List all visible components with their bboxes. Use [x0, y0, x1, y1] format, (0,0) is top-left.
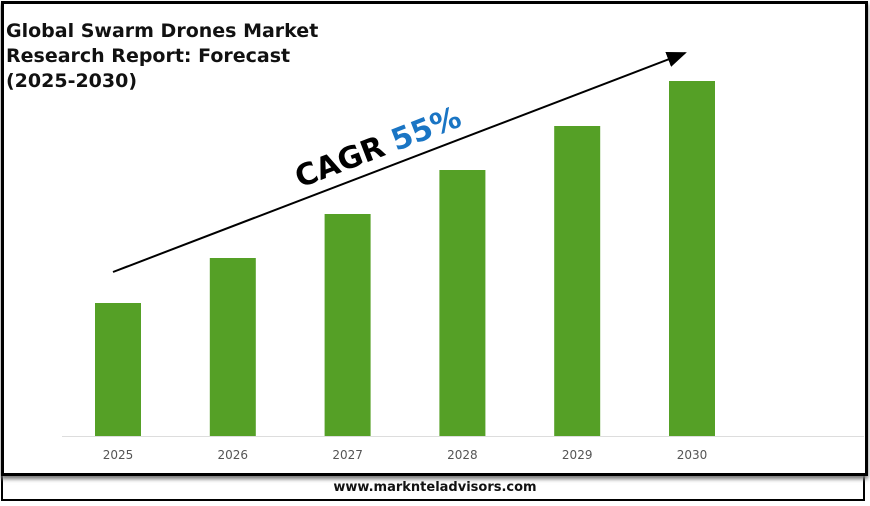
bar-2028 [439, 170, 486, 436]
x-tick-label: 2029 [562, 448, 593, 462]
title-line: Research Report: Forecast [6, 45, 291, 67]
bar-2030 [669, 81, 715, 436]
cagr-value: 55% [386, 100, 466, 158]
footer-url[interactable]: www.marknteladvisors.com [333, 480, 537, 495]
bar-2025 [95, 303, 141, 436]
growth-arrow [112, 51, 687, 273]
x-tick-label: 2030 [677, 448, 708, 462]
bar-chart: 2025 2026 2027 2028 2029 2030 CAGR55% [62, 51, 864, 462]
x-tick-label: 2025 [103, 448, 134, 462]
x-tick-label: 2028 [447, 448, 478, 462]
chart-panel [1, 1, 868, 476]
x-tick-label: 2026 [218, 448, 249, 462]
bar-2026 [209, 258, 256, 436]
chart-title: Global Swarm Drones Market Research Repo… [6, 19, 318, 94]
title-line: (2025-2030) [6, 70, 138, 92]
bar-2027 [324, 214, 371, 436]
bar-2029 [554, 126, 601, 436]
title-line: Global Swarm Drones Market [6, 20, 319, 42]
x-tick-label: 2027 [332, 448, 363, 462]
